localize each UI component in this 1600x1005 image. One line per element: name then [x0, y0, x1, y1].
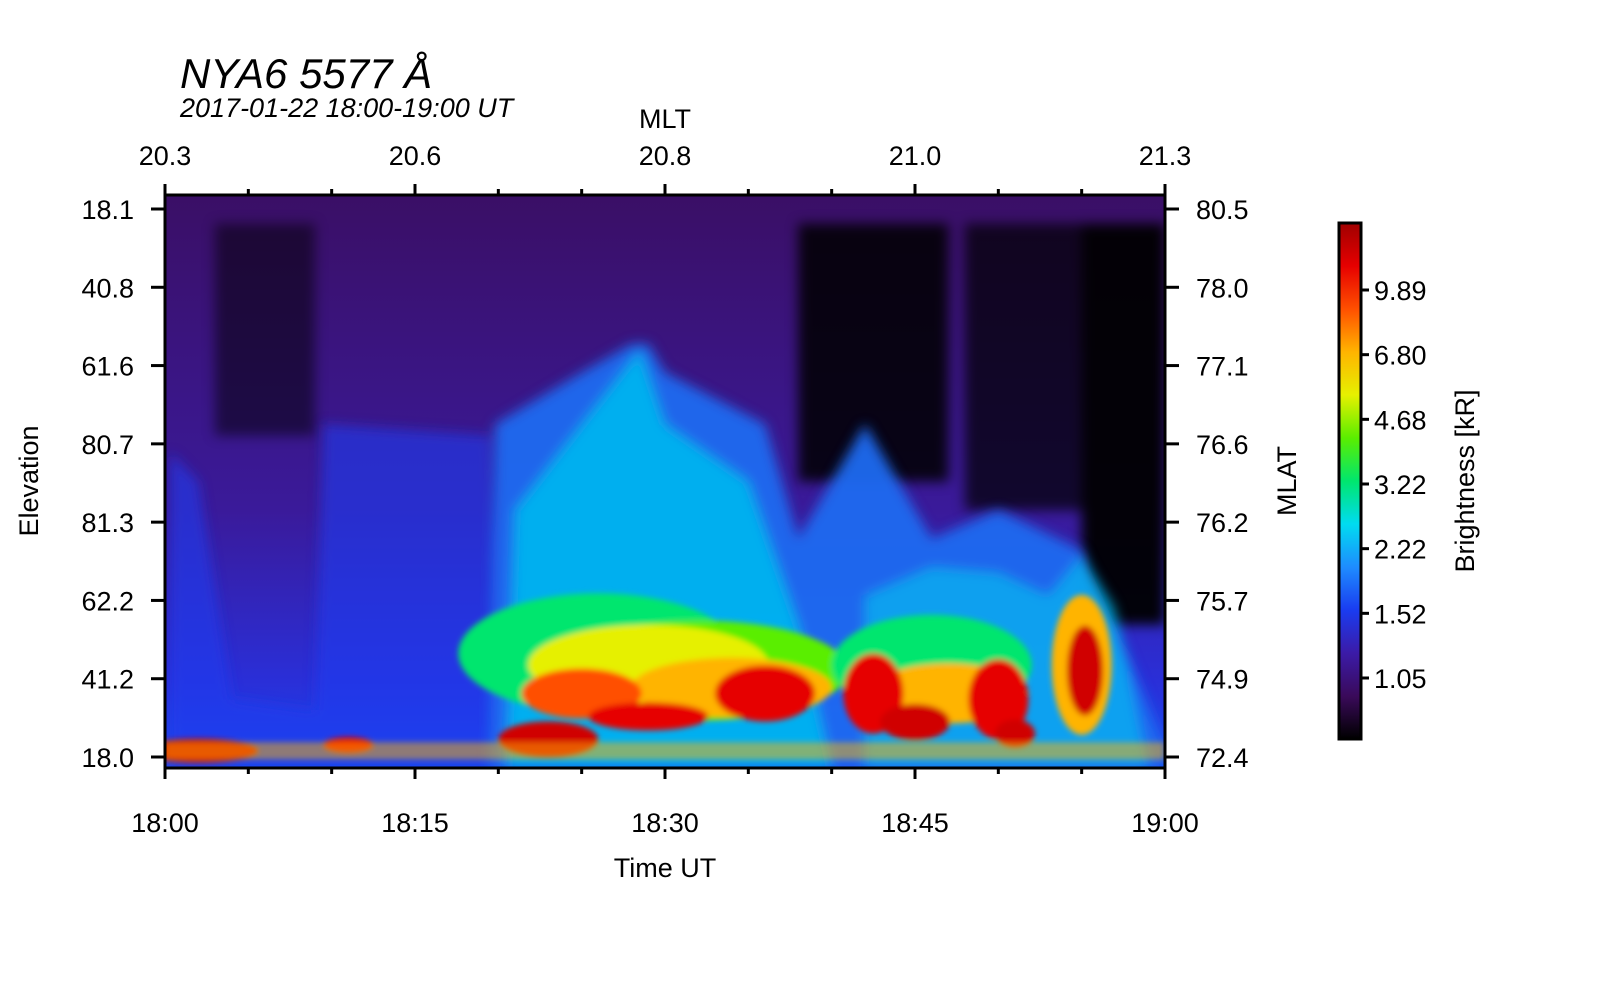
colorbar-tick-label: 9.89	[1374, 276, 1427, 306]
top-axis-title: MLT	[639, 104, 691, 134]
left-tick-label: 18.0	[81, 743, 134, 773]
chart-title: NYA6 5577 Å	[180, 50, 432, 97]
heatmap-horizon-band	[165, 742, 1165, 760]
heatmap-dark-region	[1081, 223, 1165, 625]
top-tick-label: 21.3	[1139, 141, 1192, 171]
right-tick-label: 72.4	[1196, 743, 1249, 773]
right-tick-label: 74.9	[1196, 665, 1249, 695]
x-tick-label: 18:00	[131, 808, 199, 838]
colorbar-fill	[1339, 223, 1361, 739]
x-tick-label: 18:15	[381, 808, 449, 838]
heatmap-dark-regions	[215, 223, 1165, 625]
x-tick-label: 18:45	[881, 808, 949, 838]
right-tick-label: 80.5	[1196, 195, 1249, 225]
x-tick-label: 18:30	[631, 808, 699, 838]
top-tick-label: 20.8	[639, 141, 692, 171]
heatmap-auroral-arc	[995, 719, 1035, 748]
axes-layer: 18:00 18:15 18:30 18:45 19:00 20.3 20.6 20.8 21.…	[81, 141, 1248, 838]
right-tick-label: 78.0	[1196, 273, 1249, 303]
heatmap-auroral-arc	[1067, 625, 1103, 716]
heatmap-auroral-arc	[968, 659, 1029, 740]
chart-subtitle: 2017-01-22 18:00-19:00 UT	[179, 93, 516, 123]
left-tick-label: 18.1	[81, 195, 134, 225]
left-tick-label: 61.6	[81, 352, 134, 382]
heatmap-dark-region	[965, 223, 1082, 511]
left-tick-label: 62.2	[81, 586, 134, 616]
y-axis-title: Elevation	[14, 425, 44, 536]
heatmap-auroral-arc	[588, 702, 709, 731]
top-tick-label: 21.0	[889, 141, 942, 171]
left-tick-label: 41.2	[81, 665, 134, 695]
top-tick-label: 20.6	[389, 141, 442, 171]
colorbar-tick-label: 1.52	[1374, 599, 1427, 629]
x-axis-title: Time UT	[614, 853, 717, 883]
left-tick-label: 80.7	[81, 430, 134, 460]
colorbar-tick-label: 4.68	[1374, 405, 1427, 435]
right-tick-label: 77.1	[1196, 352, 1249, 382]
x-tick-label: 19:00	[1131, 808, 1199, 838]
right-tick-label: 75.7	[1196, 586, 1249, 616]
right-tick-label: 76.6	[1196, 430, 1249, 460]
left-tick-label: 81.3	[81, 508, 134, 538]
colorbar-tick-label: 1.05	[1374, 664, 1427, 694]
heatmap-dark-region	[215, 223, 315, 436]
colorbar: 9.89 6.80 4.68 3.22 2.22 1.52 1.05	[1337, 221, 1427, 741]
colorbar-frame	[1337, 221, 1363, 741]
right-tick-label: 76.2	[1196, 508, 1249, 538]
heatmap-auroral-arc	[715, 665, 815, 722]
keogram-plot-area	[165, 195, 1165, 768]
top-tick-label: 20.3	[139, 141, 192, 171]
right-axis-title: MLAT	[1272, 446, 1302, 516]
heatmap-auroral-arc	[880, 704, 950, 741]
heatmap-warm-layer	[165, 593, 1165, 763]
left-tick-label: 40.8	[81, 273, 134, 303]
heatmap-blue-early	[170, 424, 499, 768]
colorbar-tick-label: 2.22	[1374, 535, 1427, 565]
colorbar-tick-label: 6.80	[1374, 341, 1427, 371]
colorbar-tick-label: 3.22	[1374, 470, 1427, 500]
colorbar-title: Brightness [kR]	[1450, 389, 1480, 572]
